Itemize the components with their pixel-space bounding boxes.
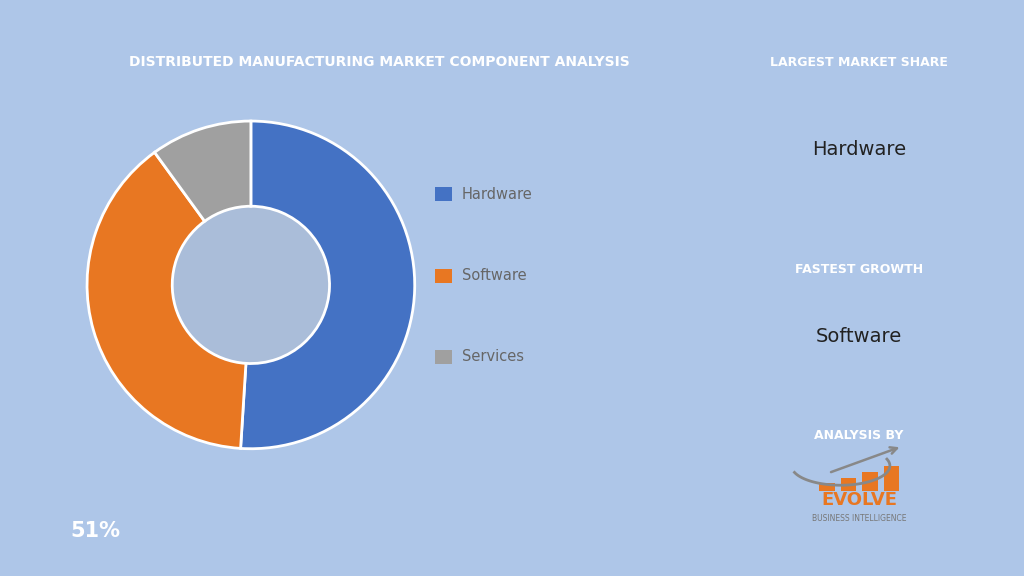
- Circle shape: [133, 167, 382, 416]
- Bar: [819, 483, 835, 491]
- Text: Hardware: Hardware: [812, 141, 906, 160]
- Text: Software: Software: [462, 268, 526, 283]
- Text: LARGEST MARKET SHARE: LARGEST MARKET SHARE: [770, 56, 948, 69]
- Text: 51%: 51%: [71, 521, 120, 541]
- Text: Services: Services: [462, 350, 524, 365]
- Bar: [884, 466, 899, 491]
- Text: Hardware: Hardware: [462, 187, 532, 202]
- Text: BUSINESS INTELLIGENCE: BUSINESS INTELLIGENCE: [812, 514, 906, 524]
- Wedge shape: [155, 121, 251, 221]
- Bar: [862, 472, 878, 491]
- Wedge shape: [87, 152, 246, 448]
- Bar: [435, 350, 452, 364]
- Text: Software: Software: [816, 327, 902, 346]
- Bar: [435, 187, 452, 201]
- Text: DISTRIBUTED MANUFACTURING MARKET COMPONENT ANALYSIS: DISTRIBUTED MANUFACTURING MARKET COMPONE…: [128, 55, 630, 69]
- Text: EVOLVE: EVOLVE: [821, 491, 897, 509]
- Bar: [841, 478, 856, 491]
- Wedge shape: [241, 121, 415, 449]
- Text: ANALYSIS BY: ANALYSIS BY: [814, 429, 904, 442]
- Text: FASTEST GROWTH: FASTEST GROWTH: [795, 263, 924, 275]
- Bar: [435, 269, 452, 283]
